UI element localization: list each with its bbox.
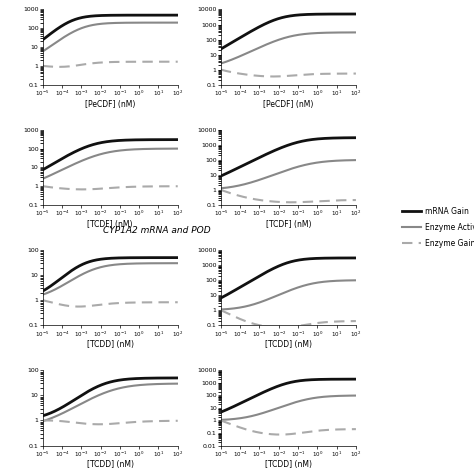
- X-axis label: [TCDF] (nM): [TCDF] (nM): [265, 220, 311, 229]
- X-axis label: [PeCDF] (nM): [PeCDF] (nM): [85, 100, 136, 109]
- Legend: mRNA Gain, Enzyme Activity Gain, Enzyme Gain / mRNA Gain: mRNA Gain, Enzyme Activity Gain, Enzyme …: [399, 204, 474, 251]
- X-axis label: [TCDD] (nM): [TCDD] (nM): [265, 340, 312, 349]
- Text: CYP1A2 mRNA and POD: CYP1A2 mRNA and POD: [102, 226, 210, 235]
- X-axis label: [TCDD] (nM): [TCDD] (nM): [87, 460, 134, 469]
- X-axis label: [TCDD] (nM): [TCDD] (nM): [87, 340, 134, 349]
- X-axis label: [TCDD] (nM): [TCDD] (nM): [265, 460, 312, 469]
- X-axis label: [TCDF] (nM): [TCDF] (nM): [87, 220, 133, 229]
- X-axis label: [PeCDF] (nM): [PeCDF] (nM): [263, 100, 314, 109]
